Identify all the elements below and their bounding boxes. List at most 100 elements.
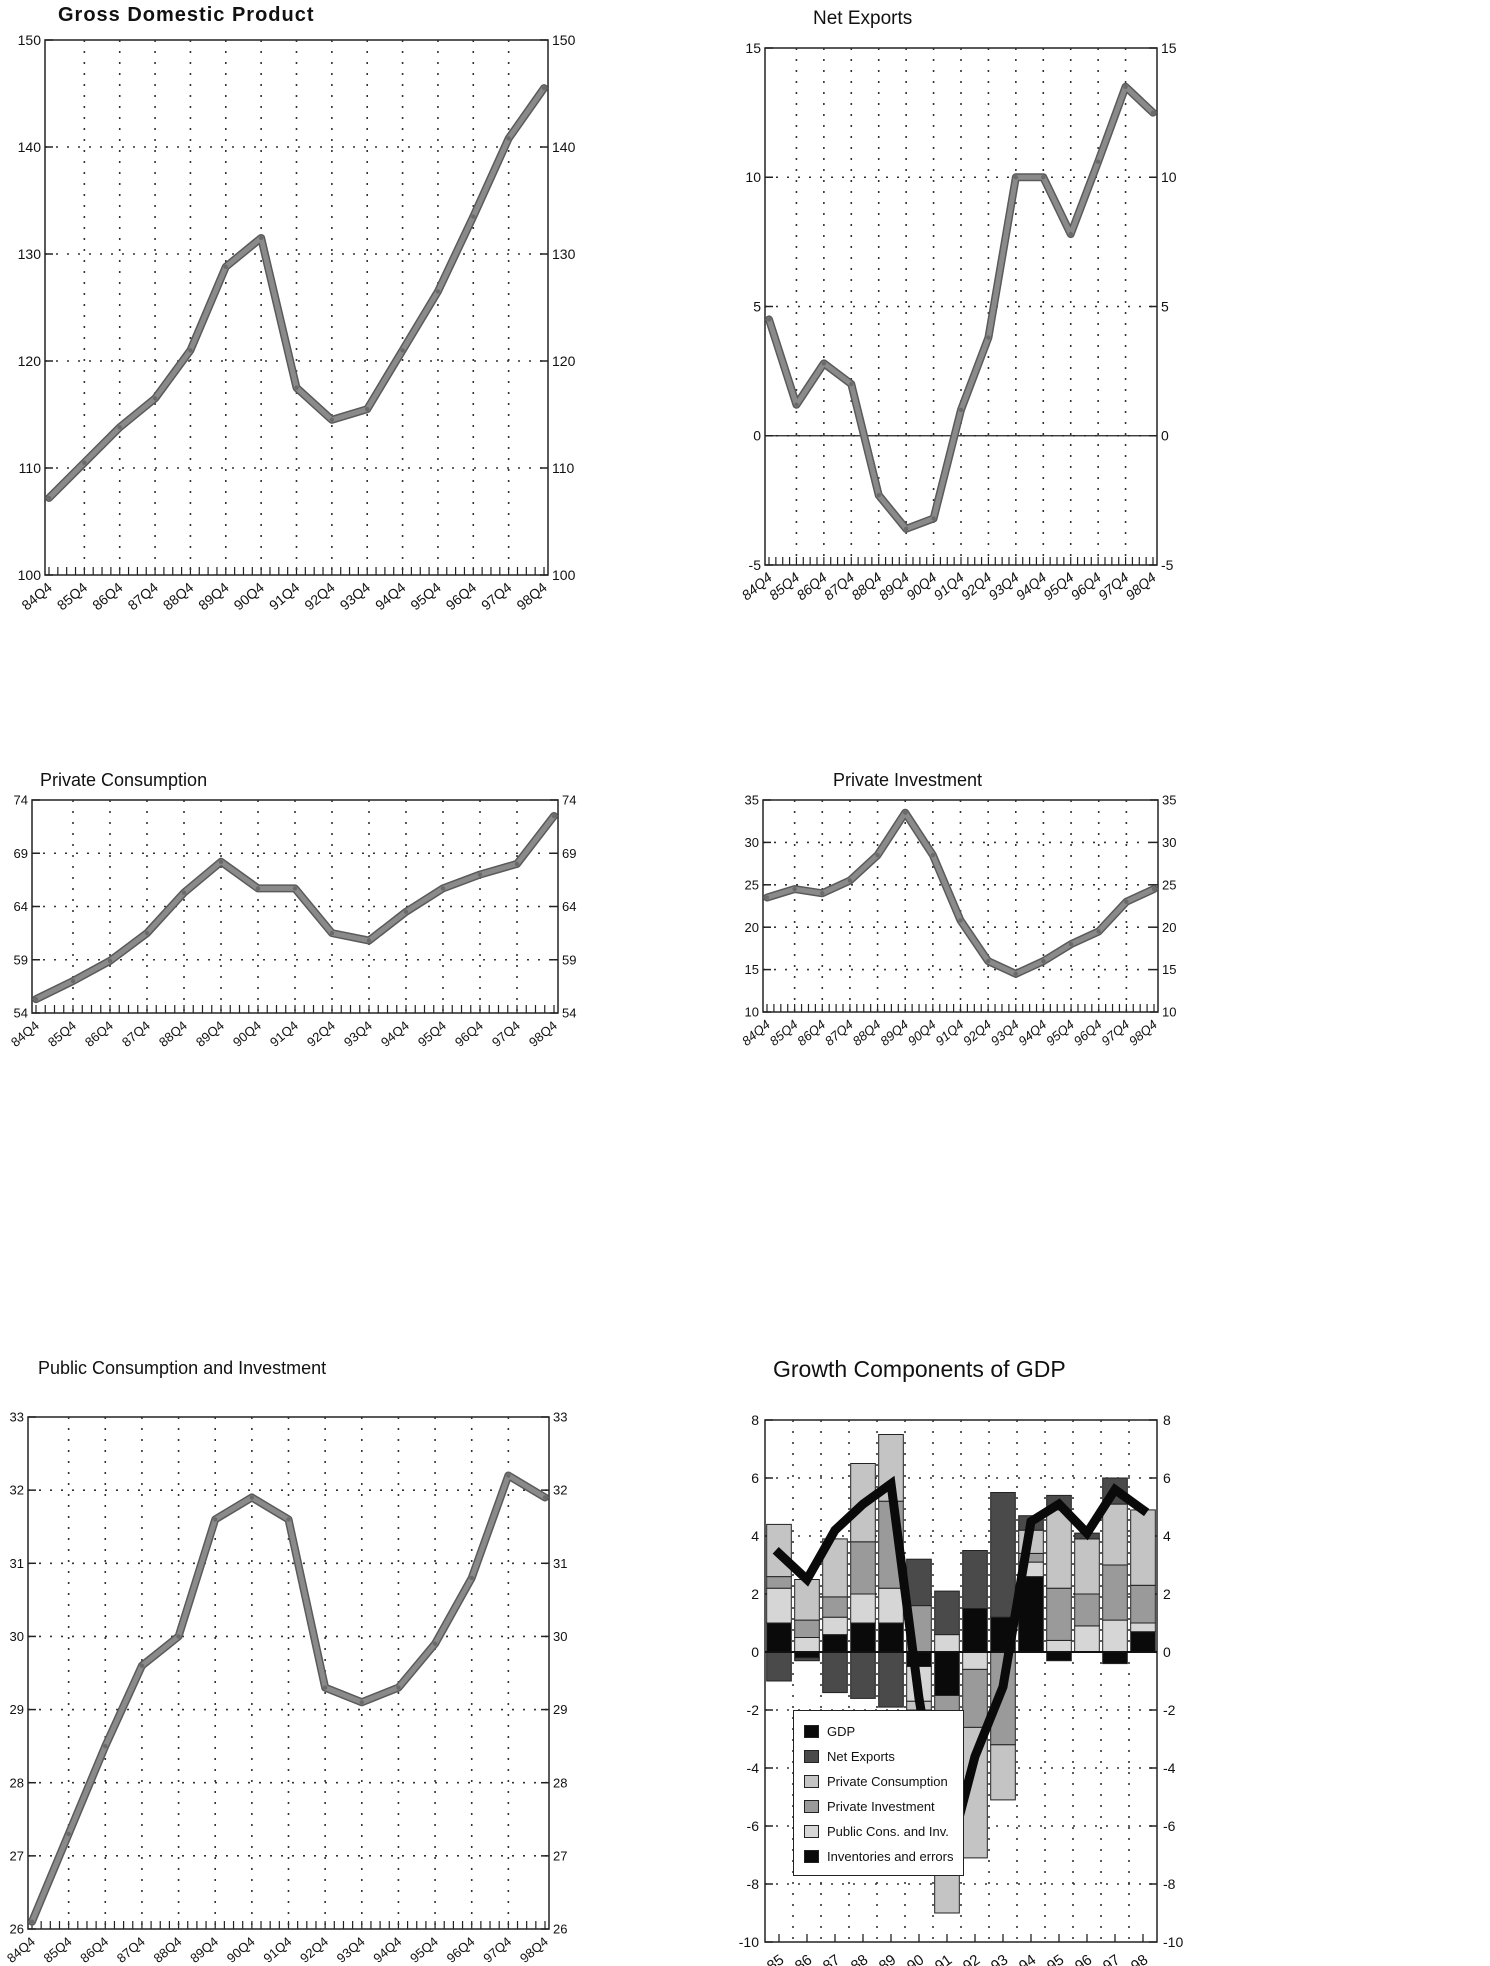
private-investment-point-4 xyxy=(875,852,880,858)
legend-swatch-public-cons xyxy=(804,1825,819,1838)
growth-xtick-label-5: 90 xyxy=(904,1951,927,1966)
net-exports-point-14 xyxy=(1150,110,1156,115)
public-consumption-ytick-label-right-3: 29 xyxy=(553,1702,567,1717)
public-consumption-xtick-label-2: 86Q4 xyxy=(77,1934,111,1966)
net-exports-ytick-label-left-1: 0 xyxy=(753,428,761,444)
growth-bar-inventories-and-errors-97 xyxy=(1102,1651,1128,1665)
public-consumption-xtick-label-10: 94Q4 xyxy=(370,1934,404,1966)
legend-swatch-private-investment xyxy=(804,1800,819,1813)
public-consumption-plot-frame xyxy=(27,1416,550,1930)
private-investment-ytick-label-left-1: 15 xyxy=(745,962,759,977)
public-consumption-point-12 xyxy=(469,1575,474,1581)
growth-components-legend: GDP Net Exports Private Consumption Priv… xyxy=(793,1710,965,1876)
growth-xtick-label-13: 98 xyxy=(1128,1951,1151,1966)
gdp-ytick-label-left-5: 150 xyxy=(18,32,42,48)
private-investment-point-14 xyxy=(1151,886,1157,892)
private-consumption-xtick-label-12: 96Q4 xyxy=(452,1018,486,1050)
gdp-xtick-label-12: 96Q4 xyxy=(443,579,480,613)
growth-bar-private-investment-87 xyxy=(822,1596,848,1618)
legend-item-inventories: Inventories and errors xyxy=(804,1844,953,1869)
growth-ytick-label-left-7: 4 xyxy=(751,1528,759,1544)
public-consumption-ytick-label-left-2: 28 xyxy=(10,1775,24,1790)
public-consumption-ytick-label-left-0: 26 xyxy=(10,1922,24,1937)
net-exports-chart-panel: Net Exports -5 -5 0 0 5 5 10 10 15 15 84Q4 85Q4 86Q4… xyxy=(738,0,1490,790)
growth-ytick-label-right-7: 4 xyxy=(1163,1528,1171,1544)
public-consumption-series-line xyxy=(29,1473,548,1925)
growth-ytick-label-right-8: 6 xyxy=(1163,1470,1171,1486)
public-consumption-point-8 xyxy=(322,1685,328,1690)
gdp-xtick-label-2: 86Q4 xyxy=(89,579,126,613)
private-investment-point-9 xyxy=(1013,971,1018,977)
public-consumption-ytick-label-left-1: 27 xyxy=(10,1848,24,1863)
private-investment-xtick-label-14: 98Q4 xyxy=(1126,1017,1160,1049)
private-investment-xtick-label-10: 94Q4 xyxy=(1015,1017,1049,1049)
private-consumption-point-12 xyxy=(477,872,483,877)
private-consumption-ytick-label-left-2: 64 xyxy=(14,899,28,914)
net-exports-point-12 xyxy=(1095,159,1101,164)
growth-gdp-point-89 xyxy=(888,1480,894,1487)
private-consumption-xtick-label-7: 91Q4 xyxy=(267,1018,301,1050)
net-exports-ytick-label-left-4: 15 xyxy=(745,40,761,56)
gdp-ytick-label-left-1: 110 xyxy=(19,460,42,476)
net-exports-point-3 xyxy=(849,381,854,387)
legend-label-gdp: GDP xyxy=(827,1724,856,1739)
growth-gdp-point-97 xyxy=(1112,1486,1118,1493)
private-consumption-xtick-label-8: 92Q4 xyxy=(304,1018,338,1050)
gdp-xtick-label-9: 93Q4 xyxy=(337,579,374,613)
private-consumption-ytick-label-left-0: 54 xyxy=(14,1006,28,1021)
growth-bar-public-cons-and-inv--87 xyxy=(822,1616,848,1636)
private-consumption-chart-panel: Private Consumption 54 54 59 59 64 64 69 69 74 74… xyxy=(0,760,745,1320)
growth-bar-private-consumption-97 xyxy=(1102,1503,1128,1566)
public-consumption-ytick-label-right-2: 28 xyxy=(553,1775,567,1790)
public-consumption-point-2 xyxy=(103,1743,108,1749)
gdp-point-6 xyxy=(258,235,264,241)
private-investment-ytick-label-right-0: 10 xyxy=(1162,1005,1176,1020)
net-exports-xtick-label-13: 97Q4 xyxy=(1095,569,1132,603)
private-investment-xtick-label-7: 91Q4 xyxy=(932,1017,966,1049)
gdp-chart-panel: Gross Domestic Product 100 100 110 110 120 12… xyxy=(0,0,745,790)
private-consumption-point-5 xyxy=(218,859,224,864)
public-consumption-ytick-label-left-6: 32 xyxy=(10,1483,24,1498)
public-consumption-ytick-label-left-4: 30 xyxy=(10,1629,24,1644)
gdp-xtick-label-7: 91Q4 xyxy=(266,579,303,613)
legend-swatch-private-consumption xyxy=(804,1775,819,1788)
net-exports-xtick-label-9: 93Q4 xyxy=(985,569,1022,603)
public-consumption-xtick-label-1: 85Q4 xyxy=(41,1934,75,1966)
public-consumption-ytick-label-right-0: 26 xyxy=(553,1922,567,1937)
gdp-point-2 xyxy=(117,425,122,430)
private-consumption-ytick-label-right-4: 74 xyxy=(562,793,576,808)
gdp-xtick-label-4: 88Q4 xyxy=(160,579,197,613)
gdp-point-11 xyxy=(435,289,441,294)
public-consumption-xtick-label-5: 89Q4 xyxy=(187,1934,221,1966)
growth-ytick-label-left-6: 2 xyxy=(751,1586,759,1602)
private-consumption-xtick-label-4: 88Q4 xyxy=(156,1018,190,1050)
public-consumption-xtick-label-3: 87Q4 xyxy=(114,1934,148,1966)
public-consumption-xtick-label-8: 92Q4 xyxy=(297,1934,331,1966)
net-exports-xtick-label-8: 92Q4 xyxy=(958,569,995,603)
net-exports-xtick-label-11: 95Q4 xyxy=(1040,569,1077,603)
net-exports-series-line-outline xyxy=(765,82,1157,533)
gdp-point-7 xyxy=(294,385,299,390)
growth-ytick-label-left-0: -10 xyxy=(739,1934,759,1950)
growth-gdp-point-87 xyxy=(832,1527,838,1534)
growth-bar-inventories-and-errors-89 xyxy=(878,1622,904,1653)
growth-bar-inventories-and-errors-95 xyxy=(1046,1651,1072,1662)
net-exports-xtick-label-3: 87Q4 xyxy=(821,569,858,603)
growth-gdp-point-85 xyxy=(776,1550,782,1557)
growth-xtick-label-8: 93 xyxy=(988,1951,1011,1966)
growth-xtick-label-1: 86 xyxy=(792,1951,815,1966)
net-exports-point-1 xyxy=(794,402,799,407)
gdp-xtick-label-5: 89Q4 xyxy=(195,579,232,613)
private-investment-xtick-label-4: 88Q4 xyxy=(849,1017,883,1049)
private-consumption-xtick-label-6: 90Q4 xyxy=(230,1018,264,1050)
private-consumption-xtick-label-5: 89Q4 xyxy=(193,1018,227,1050)
public-consumption-ytick-label-left-5: 31 xyxy=(10,1556,24,1571)
gdp-xtick-label-10: 94Q4 xyxy=(372,579,409,613)
net-exports-point-5 xyxy=(903,526,909,532)
private-consumption-series-line-outline xyxy=(32,811,558,1004)
growth-bar-private-investment-98 xyxy=(1130,1584,1156,1624)
public-consumption-point-14 xyxy=(542,1495,548,1500)
private-investment-point-0 xyxy=(764,895,770,900)
net-exports-xtick-label-10: 94Q4 xyxy=(1013,569,1050,603)
growth-ytick-label-right-2: -6 xyxy=(1163,1818,1176,1834)
